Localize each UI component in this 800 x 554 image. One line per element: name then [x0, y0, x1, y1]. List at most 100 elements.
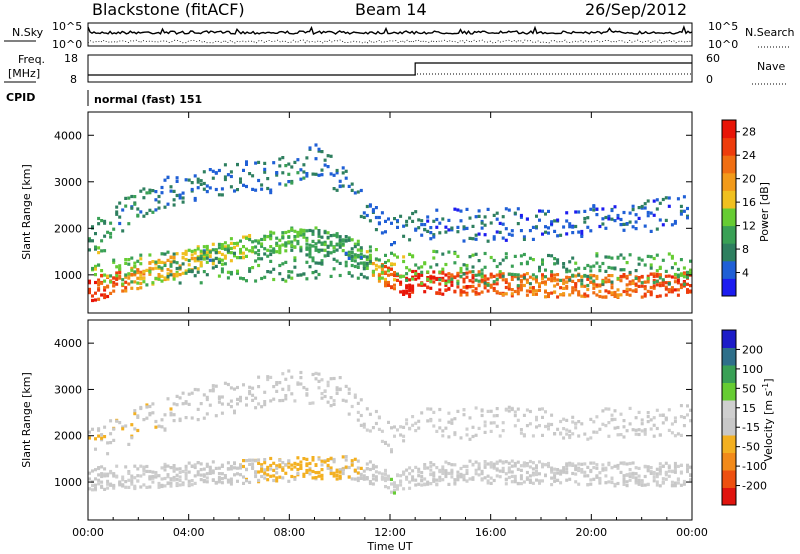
data-cell: [408, 472, 412, 476]
data-cell: [275, 389, 279, 393]
data-cell: [426, 270, 430, 274]
data-cell: [513, 273, 517, 277]
data-cell: [136, 479, 140, 483]
data-cell: [380, 472, 384, 476]
data-cell: [616, 425, 620, 430]
data-cell: [296, 467, 300, 472]
data-cell: [420, 265, 424, 269]
data-cell: [592, 204, 596, 208]
data-cell: [604, 280, 608, 284]
data-cell: [387, 217, 390, 221]
data-cell: [281, 171, 285, 175]
data-cell: [510, 277, 514, 281]
data-cell: [501, 292, 505, 297]
data-cell: [181, 469, 185, 474]
data-cell: [670, 422, 674, 426]
data-cell: [492, 258, 496, 263]
data-cell: [658, 218, 662, 222]
data-cell: [374, 263, 378, 267]
data-cell: [320, 235, 324, 239]
data-cell: [305, 242, 309, 246]
data-cell: [248, 234, 252, 238]
data-cell: [362, 254, 366, 258]
data-cell: [679, 258, 683, 262]
data-cell: [670, 431, 674, 435]
data-cell: [598, 479, 602, 483]
data-cell: [296, 462, 300, 466]
data-cell: [341, 471, 345, 476]
data-cell: [673, 276, 677, 280]
data-cell: [408, 294, 412, 299]
data-cell: [679, 483, 683, 487]
colorbar-swatch: [722, 137, 736, 156]
data-cell: [199, 462, 203, 466]
data-cell: [266, 375, 270, 379]
data-cell: [178, 483, 182, 487]
data-cell: [133, 272, 137, 276]
data-cell: [320, 173, 324, 177]
data-cell: [661, 223, 665, 227]
data-cell: [393, 481, 396, 485]
data-cell: [646, 210, 650, 215]
data-cell: [535, 465, 538, 470]
data-cell: [489, 255, 493, 260]
data-cell: [371, 426, 375, 430]
data-cell: [501, 466, 505, 470]
data-cell: [504, 408, 508, 412]
data-cell: [471, 289, 475, 293]
data-cell: [278, 182, 282, 186]
data-cell: [682, 482, 686, 486]
data-cell: [281, 372, 285, 376]
data-cell: [211, 469, 215, 473]
data-cell: [284, 243, 288, 247]
data-cell: [178, 281, 182, 285]
data-cell: [88, 281, 91, 285]
data-cell: [655, 198, 659, 202]
data-cell: [374, 470, 378, 474]
data-cell: [323, 248, 327, 252]
data-cell: [513, 480, 517, 484]
data-cell: [275, 466, 279, 470]
data-cell: [625, 274, 629, 279]
data-cell: [130, 280, 134, 284]
data-cell: [211, 242, 215, 246]
data-cell: [507, 461, 511, 465]
nave-tick-top: 60: [706, 52, 720, 65]
data-cell: [226, 249, 230, 253]
data-cell: [637, 256, 641, 260]
data-cell: [655, 480, 659, 484]
data-cell: [547, 253, 550, 258]
data-cell: [266, 254, 270, 258]
data-cell: [568, 293, 572, 297]
data-cell: [498, 270, 502, 274]
data-cell: [130, 477, 134, 481]
data-cell: [420, 475, 424, 479]
data-cell: [673, 470, 677, 474]
data-cell: [571, 432, 575, 436]
data-cell: [420, 281, 424, 285]
data-cell: [670, 275, 674, 279]
data-cell: [384, 260, 387, 265]
data-cell: [580, 462, 584, 466]
data-cell: [338, 238, 342, 242]
data-cell: [411, 423, 415, 427]
data-cell: [661, 480, 665, 484]
data-cell: [619, 274, 623, 279]
data-cell: [504, 227, 508, 231]
data-cell: [498, 221, 502, 225]
data-cell: [486, 409, 490, 413]
data-cell: [172, 255, 176, 260]
data-cell: [296, 239, 300, 244]
data-cell: [468, 477, 472, 481]
data-cell: [574, 464, 578, 468]
data-cell: [384, 468, 387, 472]
data-cell: [670, 254, 674, 258]
freq-label: Freq.: [18, 53, 45, 66]
data-cell: [686, 290, 689, 294]
data-cell: [368, 481, 372, 486]
data-cell: [217, 395, 221, 399]
data-cell: [544, 275, 547, 279]
data-cell: [667, 274, 671, 278]
data-cell: [426, 276, 430, 280]
data-cell: [88, 487, 91, 491]
